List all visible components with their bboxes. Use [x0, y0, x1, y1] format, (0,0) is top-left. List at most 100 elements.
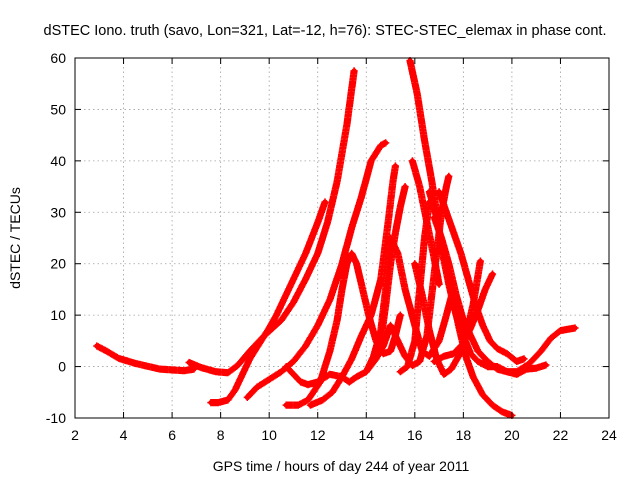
data-point: [383, 140, 389, 146]
data-point: [94, 343, 100, 349]
data-point: [533, 365, 539, 371]
data-point: [404, 363, 411, 370]
data-point: [436, 281, 442, 287]
data-point: [572, 325, 578, 331]
data-point: [103, 348, 110, 354]
data-point: [239, 371, 246, 377]
data-series-15: [430, 270, 497, 365]
data-point: [225, 370, 231, 376]
data-series-9: [370, 183, 409, 365]
data-point: [465, 276, 471, 282]
data-point: [290, 276, 297, 282]
data-point: [232, 387, 238, 393]
data-point: [538, 348, 544, 354]
data-point: [514, 358, 520, 365]
data-point: [351, 68, 357, 74]
data-point: [344, 122, 350, 128]
data-point: [441, 250, 447, 257]
data-point: [392, 230, 398, 236]
data-point: [378, 142, 384, 149]
data-point: [278, 317, 284, 323]
data-point: [412, 261, 418, 267]
data-point: [482, 286, 488, 293]
data-point: [543, 362, 549, 368]
x-axis-label: GPS time / hours of day 244 of year 2011: [213, 458, 470, 474]
data-point: [266, 325, 272, 331]
y-axis-label: dSTEC / TECUs: [7, 187, 23, 289]
data-point: [470, 374, 476, 380]
data-point: [397, 204, 403, 210]
data-point: [254, 384, 260, 390]
data-point: [327, 348, 333, 354]
data-point: [244, 394, 250, 401]
data-series-5: [282, 249, 404, 409]
data-point: [378, 276, 384, 282]
data-point: [215, 399, 221, 406]
y-tick-label: 0: [58, 359, 66, 375]
data-point: [315, 322, 321, 329]
data-point: [407, 57, 413, 64]
data-point: [480, 392, 486, 398]
data-point: [319, 397, 326, 403]
data-point: [368, 312, 374, 318]
data-point: [395, 338, 401, 344]
plot-frame: [74, 57, 610, 419]
data-point: [302, 250, 309, 257]
data-point: [448, 366, 454, 372]
y-tick-label: 20: [50, 256, 66, 272]
data-point: [480, 322, 486, 329]
data-point: [434, 214, 440, 221]
data-point: [521, 356, 527, 362]
data-point: [186, 359, 192, 366]
data-point: [307, 402, 314, 408]
data-point: [504, 351, 510, 357]
data-point: [557, 327, 564, 334]
data-point: [448, 286, 454, 293]
data-point: [426, 353, 432, 359]
data-point: [198, 365, 204, 371]
data-series-6: [306, 162, 399, 409]
data-series-3: [207, 198, 329, 407]
data-point: [339, 374, 345, 380]
data-point: [266, 376, 272, 383]
y-tick-label: 40: [50, 153, 66, 169]
data-point: [489, 271, 496, 277]
data-point: [290, 358, 297, 365]
y-tick-label: 10: [50, 307, 66, 323]
x-tick-label: 20: [504, 427, 520, 443]
data-point: [315, 379, 321, 385]
data-point: [387, 322, 394, 329]
x-tick-label: 16: [407, 427, 423, 443]
data-point: [455, 353, 462, 359]
data-point: [370, 358, 377, 365]
data-point: [334, 178, 340, 185]
data-point: [273, 312, 280, 318]
data-point: [421, 235, 428, 241]
data-point: [426, 189, 432, 195]
data-point: [414, 91, 420, 97]
data-point: [353, 261, 360, 267]
x-tick-label: 18: [456, 427, 472, 443]
data-point: [421, 137, 428, 143]
data-point: [353, 374, 360, 380]
data-point: [116, 355, 122, 361]
data-point: [358, 281, 365, 287]
x-tick-label: 2: [71, 427, 79, 443]
data-point: [387, 261, 394, 267]
data-point: [472, 302, 479, 308]
data-point: [315, 250, 321, 257]
data-point: [305, 381, 311, 388]
data-point: [499, 409, 505, 415]
data-point: [329, 389, 335, 395]
x-tick-label: 22: [553, 427, 569, 443]
data-point: [460, 340, 466, 347]
data-point: [451, 351, 457, 357]
data-point: [397, 312, 403, 318]
data-point: [281, 297, 287, 303]
data-point: [431, 255, 437, 262]
data-point: [157, 366, 163, 372]
data-point: [247, 356, 253, 362]
data-point: [298, 379, 304, 385]
data-point: [392, 163, 398, 169]
